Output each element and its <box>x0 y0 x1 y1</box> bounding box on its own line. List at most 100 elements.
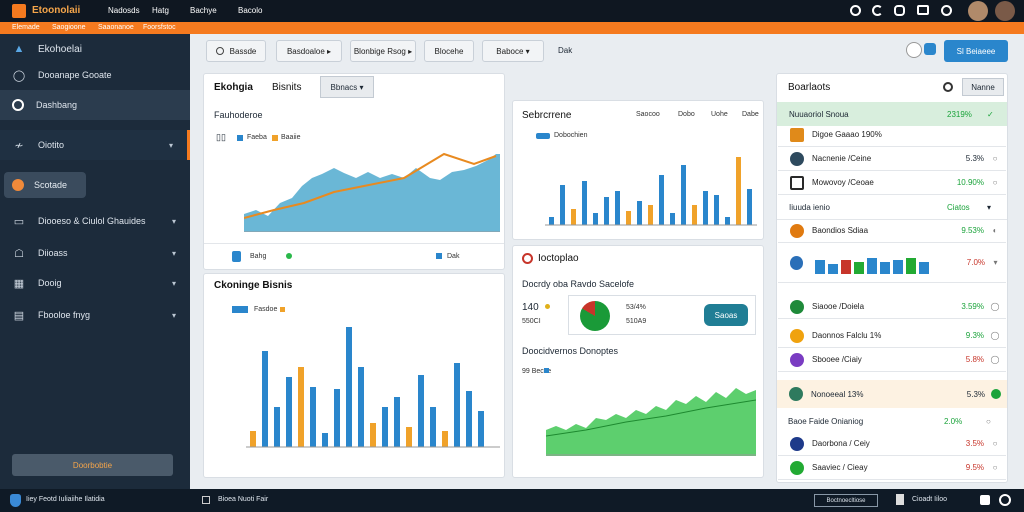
tab-3[interactable]: Uohe <box>711 111 728 118</box>
more-icon[interactable]: ○ <box>986 417 991 426</box>
primary-action-button[interactable]: Sl Beiaeee <box>944 40 1008 62</box>
sidebar-item-label: Dashbang <box>36 100 78 110</box>
bar <box>478 411 484 447</box>
bar <box>867 257 878 274</box>
toolbar-label: Baboce <box>496 46 524 56</box>
menu-item-4[interactable]: Bacolo <box>238 6 263 15</box>
bar <box>418 375 424 447</box>
list-item[interactable]: Sbooee /Ciaiy 5.8% ◯ <box>778 348 1006 372</box>
list-item-icon <box>790 175 804 190</box>
chevron-down-icon[interactable]: ▾ <box>993 258 998 267</box>
more-icon[interactable]: ◯ <box>990 331 1000 340</box>
menu-item-1[interactable]: Nadosds <box>108 6 140 15</box>
bar <box>747 189 752 225</box>
list-item-chart[interactable]: 7.0% ▾ <box>778 243 1006 283</box>
list-item[interactable]: Siaooe /Doiela 3.59% ◯ <box>778 295 1006 319</box>
strip-item-3[interactable]: Saaonanoe <box>98 24 134 31</box>
list-item[interactable]: Nacnenie /Ceine 5.3% ○ <box>778 147 1006 171</box>
details-button[interactable]: Saoas <box>704 304 748 326</box>
header-label: Nuuaoriol Snoua <box>789 109 849 119</box>
sidebar-item-chat[interactable]: ☖ Diioass ▾ <box>0 238 190 268</box>
info-icon[interactable] <box>924 43 936 55</box>
more-icon[interactable]: ○ <box>992 178 998 187</box>
strip-item-1[interactable]: Elemade <box>12 24 40 31</box>
toolbar-button-1[interactable]: Bassde <box>206 40 266 62</box>
mail-icon[interactable] <box>917 5 929 15</box>
avatar[interactable] <box>968 1 988 21</box>
panel-dropdown[interactable]: Nanne <box>962 78 1004 96</box>
toolbar-label: Bassde <box>229 46 257 56</box>
strip-item-4[interactable]: Foorsfstoc <box>143 24 176 31</box>
sidebar-item-scores[interactable]: Scotade <box>4 172 86 198</box>
toggle-icon[interactable]: ◐ <box>992 226 998 235</box>
user-icon[interactable] <box>941 5 952 16</box>
search-icon[interactable] <box>943 82 953 92</box>
list-item[interactable]: Digoe Gaaao 190% <box>778 123 1006 147</box>
tab-2[interactable]: Dobo <box>678 111 695 118</box>
sidebar-item-activity[interactable]: ≁ Oiotito ▾ <box>0 130 190 160</box>
more-icon[interactable]: ○ <box>992 154 998 163</box>
avatar[interactable] <box>995 1 1015 21</box>
sidebar-item-overview[interactable]: ◯ Dooanape Gooate <box>0 60 190 90</box>
more-icon[interactable]: ○ <box>992 463 998 472</box>
sidebar-item-monitor[interactable]: ▭ Diooeso & Ciulol Ghauides ▾ <box>0 206 190 236</box>
bar <box>659 175 664 225</box>
bar <box>382 407 388 447</box>
toolbar-button-5[interactable]: Baboce ▾ <box>482 40 544 62</box>
header-row: Nuuaoriol Snoua 2319% ✓ <box>777 102 1007 126</box>
list-item-value: 9.3% <box>965 331 984 340</box>
bar <box>262 351 268 447</box>
sidebar-item-grid[interactable]: ▤ Fbooloe fnyg ▾ <box>0 300 190 330</box>
list-item-value: 3.5% <box>965 439 984 448</box>
panel-left-top <box>203 73 505 270</box>
menu-item-2[interactable]: Hatg <box>152 6 169 15</box>
strip-item-2[interactable]: Saogioone <box>52 24 86 31</box>
sidebar-item-reports[interactable]: ▦ Dooig ▾ <box>0 268 190 298</box>
axis-divider <box>204 243 504 244</box>
list-item[interactable]: Baondios Sdiaa 9.53% ◐ <box>778 219 1006 243</box>
kpi-dot <box>545 304 550 309</box>
menu-item-3[interactable]: Bachye <box>190 6 217 15</box>
sidebar-cta-button[interactable]: Doorbobtie <box>12 454 173 476</box>
toolbar-link[interactable]: Dak <box>558 46 573 55</box>
list-item[interactable]: Daonnos Falclu 1% 9.3% ◯ <box>778 324 1006 348</box>
sidebar-item-dashboard[interactable]: Dashbang <box>0 90 190 120</box>
list-item[interactable]: Saaviec / Cieay 9.5% ○ <box>778 456 1006 480</box>
toolbar-button-4[interactable]: Blocehe <box>424 40 474 62</box>
search-icon[interactable] <box>906 42 922 58</box>
tab-4[interactable]: Dabe <box>742 111 759 118</box>
bar <box>310 387 316 447</box>
more-icon[interactable]: ◯ <box>990 302 1000 311</box>
sidebar-item-label: Diioass <box>38 248 68 258</box>
refresh-icon[interactable] <box>872 5 883 16</box>
list-item-label: Mowovoy /Ceoae <box>812 178 874 187</box>
settings-icon[interactable] <box>999 494 1011 506</box>
highlight-row[interactable]: Nonoeeal 13% 5.3% <box>777 380 1007 408</box>
footer-label: Dak <box>447 253 460 260</box>
kpi-subtext: 550CI <box>522 318 541 325</box>
list-item-icon <box>790 151 804 166</box>
tab-1[interactable]: Saocoo <box>636 111 660 118</box>
more-icon[interactable]: ◯ <box>990 355 1000 364</box>
tag-icon <box>232 251 241 262</box>
legend-swatch <box>544 368 549 373</box>
cta-label: Doorbobtie <box>72 460 113 470</box>
sidebar-item-brand[interactable]: ▲ Ekohoelai <box>0 34 190 64</box>
play-icon[interactable] <box>980 495 990 505</box>
list-item-label: Daorbona / Ceiy <box>812 439 870 448</box>
more-icon[interactable]: ○ <box>992 439 998 448</box>
list-item[interactable]: Daorbona / Ceiy 3.5% ○ <box>778 432 1006 456</box>
list-item[interactable]: Mowovoy /Ceoae 10.90% ○ <box>778 171 1006 195</box>
section-value: Ciatos <box>947 203 970 212</box>
toolbar-button-2[interactable]: Basdoaloe ▸ <box>276 40 342 62</box>
panel-title: Ioctoplao <box>538 253 579 264</box>
toolbar-button-3[interactable]: Blonbige Rsog ▸ <box>350 40 416 62</box>
footer-button[interactable]: Boctnoecltiose <box>814 494 878 507</box>
chat-icon[interactable] <box>894 5 905 16</box>
sidebar-item-label: Dooanape Gooate <box>38 70 112 80</box>
target-icon[interactable] <box>850 5 861 16</box>
sidebar-item-label: Diooeso & Ciulol Ghauides <box>38 216 146 226</box>
sidebar-item-label: Scotade <box>34 180 68 190</box>
status-dot <box>286 253 292 259</box>
panel-dropdown[interactable]: Bbnacs ▾ <box>320 76 374 98</box>
